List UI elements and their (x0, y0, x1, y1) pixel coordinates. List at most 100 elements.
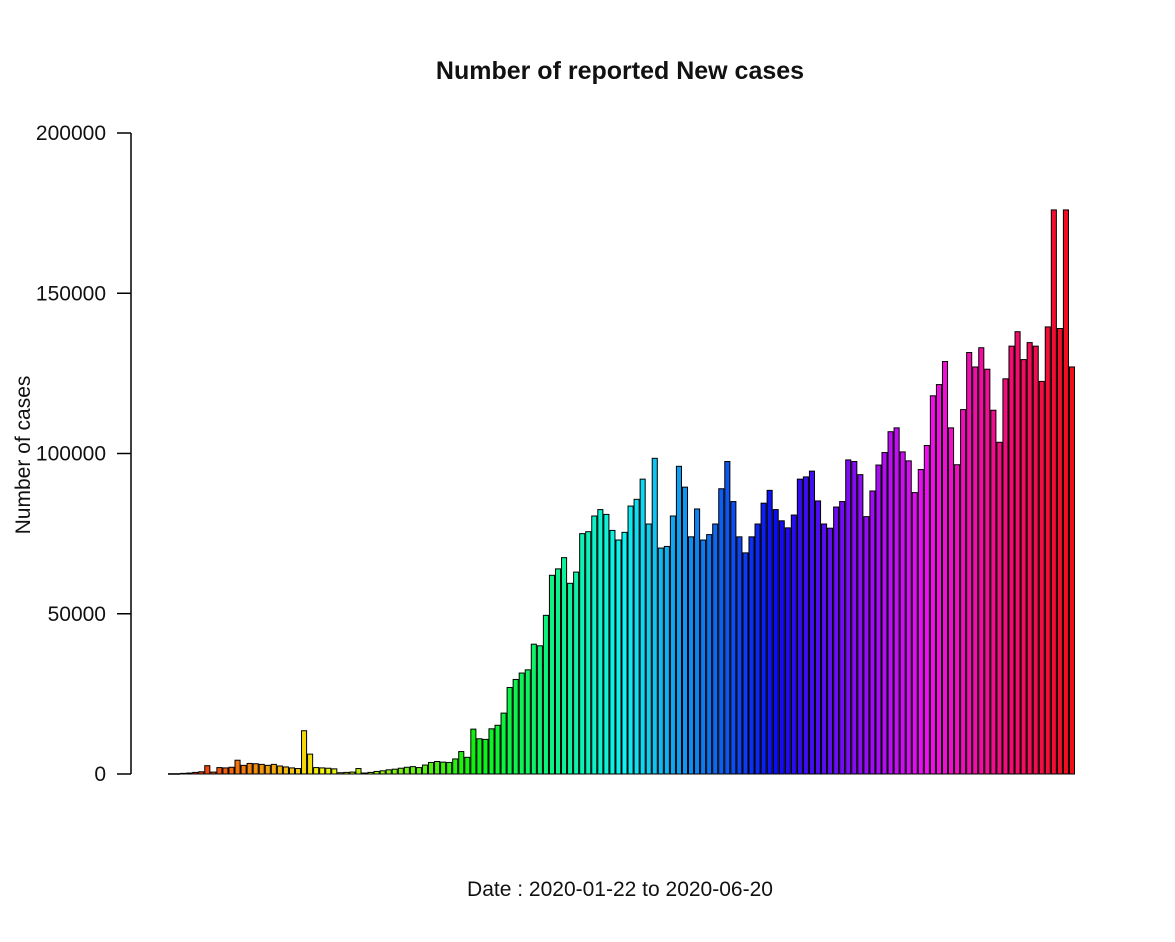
bar (736, 536, 743, 775)
bar (814, 500, 822, 775)
bar (180, 772, 187, 775)
bar (984, 368, 991, 775)
bar (415, 767, 422, 775)
bar (294, 768, 302, 775)
bar (935, 384, 942, 775)
bar (1068, 366, 1076, 775)
bar (645, 523, 652, 775)
bar (379, 770, 386, 775)
bar (355, 768, 362, 775)
bar (730, 501, 737, 775)
bar (385, 769, 392, 775)
bar (821, 523, 828, 775)
bar-series (167, 209, 1076, 775)
bar (548, 574, 555, 775)
bar (403, 766, 410, 775)
bar (1020, 359, 1027, 775)
bar (373, 770, 380, 775)
bar (554, 568, 562, 775)
bar (760, 502, 767, 775)
bar (349, 771, 356, 775)
bar (421, 764, 429, 775)
bar (488, 728, 495, 775)
bar (252, 763, 259, 775)
bar (887, 431, 894, 775)
bar (954, 464, 961, 775)
bar (325, 767, 332, 775)
bar (434, 761, 441, 775)
bar (669, 515, 676, 775)
bar (718, 488, 725, 775)
bar (802, 476, 809, 775)
bar (561, 557, 568, 775)
bar (186, 772, 193, 775)
bar (790, 514, 797, 775)
bar (893, 427, 900, 775)
bar (458, 751, 465, 775)
bar (766, 489, 773, 775)
bar (627, 505, 634, 775)
bar (784, 527, 791, 775)
bar (1038, 380, 1045, 775)
bar (1002, 378, 1009, 775)
bar (972, 366, 979, 775)
bar (869, 490, 876, 775)
bar (282, 766, 289, 775)
bar (609, 529, 616, 775)
bar (470, 728, 477, 775)
bar (536, 645, 543, 775)
bar (530, 643, 537, 775)
bar (966, 352, 973, 775)
bar (839, 501, 846, 775)
y-tick-label: 100000 (36, 443, 106, 466)
bar (875, 464, 882, 775)
bar (506, 686, 513, 775)
bar (712, 523, 719, 775)
bar (1026, 342, 1033, 775)
bar (778, 520, 785, 775)
bar (234, 759, 241, 775)
bar (276, 765, 283, 775)
y-tick-label: 50000 (48, 603, 106, 626)
bar (990, 409, 997, 775)
bar (482, 738, 489, 775)
bar (264, 764, 271, 775)
bar (409, 766, 416, 775)
bar (174, 773, 181, 775)
bar (228, 766, 235, 775)
bar (518, 672, 525, 775)
bar (452, 758, 459, 775)
bar (512, 678, 519, 775)
bar (657, 547, 664, 775)
bar (216, 767, 223, 775)
bar (845, 459, 852, 775)
bar (597, 509, 604, 775)
x-axis-title: Date : 2020-01-22 to 2020-06-20 (467, 878, 773, 901)
bar (524, 669, 531, 775)
bar (301, 730, 308, 775)
bar (288, 767, 296, 775)
bar (615, 539, 622, 775)
bar (567, 582, 574, 775)
bar (1056, 328, 1063, 775)
bar (494, 724, 501, 775)
bar (603, 513, 610, 775)
bar (929, 395, 936, 775)
bar (361, 772, 368, 775)
bar (917, 469, 924, 775)
bar (796, 478, 803, 775)
bar (663, 545, 670, 775)
bar (675, 465, 682, 775)
bar (427, 761, 435, 775)
bar (633, 498, 640, 775)
bar (808, 470, 816, 775)
bar (899, 451, 906, 775)
bar (337, 772, 344, 775)
bar (748, 536, 755, 775)
bar (857, 474, 864, 775)
bar (440, 761, 447, 775)
bar (331, 768, 338, 775)
bar (464, 756, 471, 775)
bar (240, 764, 247, 775)
bar (881, 452, 888, 775)
